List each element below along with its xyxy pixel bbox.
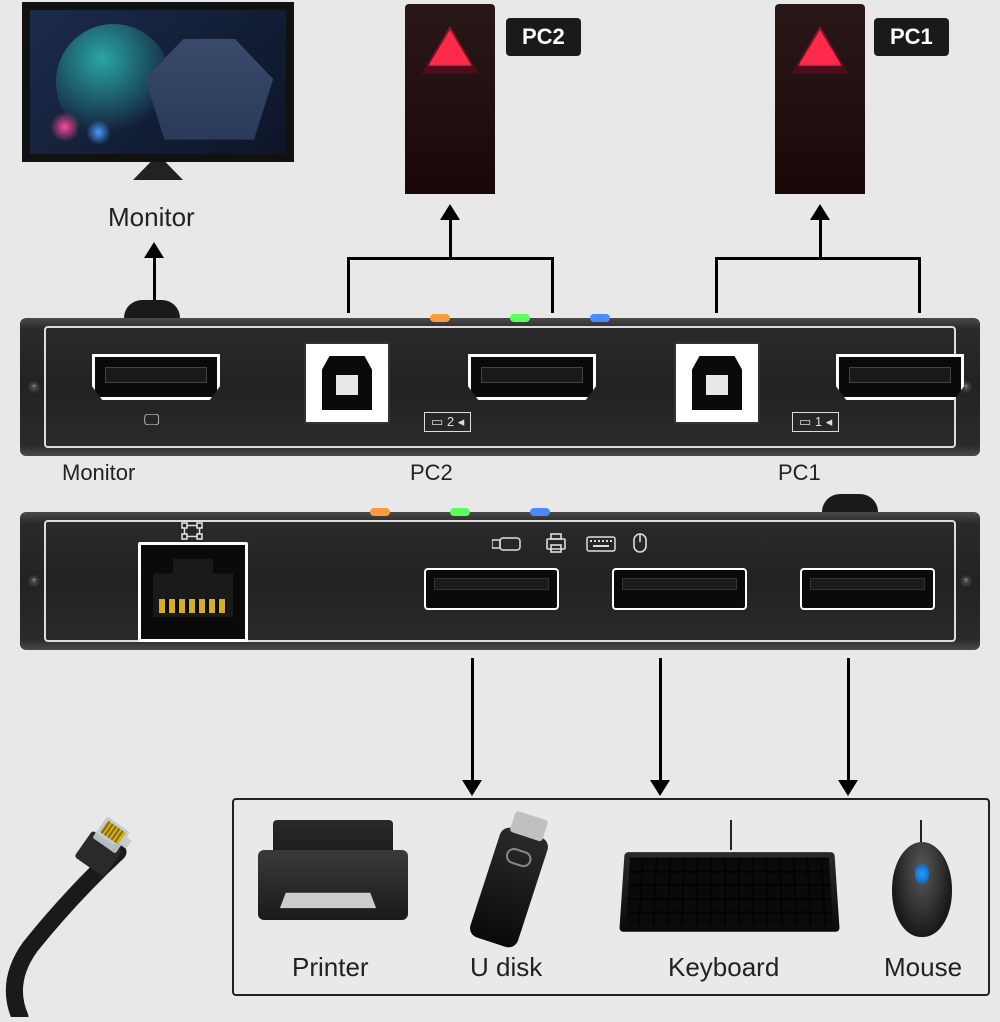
port-hdmi-pc1 bbox=[836, 354, 964, 400]
monitor-stand bbox=[133, 162, 183, 180]
kvm-panel-rear: 🖵 ▭ 2 ◂ ▭ 1 ◂ bbox=[20, 318, 980, 456]
sublabel-pc1: PC1 bbox=[778, 460, 821, 486]
led-blue bbox=[530, 508, 550, 516]
pc2-mini-icon: ▭ 2 ◂ bbox=[424, 412, 471, 432]
pc1-tower bbox=[775, 4, 865, 194]
button-knob-top bbox=[124, 300, 180, 318]
mouse-label: Mouse bbox=[884, 952, 962, 983]
port-hdmi-monitor bbox=[92, 354, 220, 400]
keyboard-icon bbox=[586, 536, 616, 557]
led-orange bbox=[370, 508, 390, 516]
arrow-usb2-down bbox=[650, 780, 670, 796]
usb-drive-icon bbox=[492, 536, 522, 557]
mouse-icon bbox=[632, 532, 648, 559]
pc2-tower bbox=[405, 4, 495, 194]
led-blue bbox=[590, 314, 610, 322]
port-hdmi-pc2 bbox=[468, 354, 596, 400]
screw-icon bbox=[27, 380, 41, 394]
port-usba-3 bbox=[800, 568, 935, 610]
pc1-mini-icon: ▭ 1 ◂ bbox=[792, 412, 839, 432]
pc2-badge: PC2 bbox=[506, 18, 581, 56]
keyboard-label: Keyboard bbox=[668, 952, 779, 983]
screw-icon bbox=[959, 574, 973, 588]
monitor-label: Monitor bbox=[108, 202, 195, 233]
ethernet-cable bbox=[0, 782, 225, 1012]
screw-icon bbox=[27, 574, 41, 588]
printer-label: Printer bbox=[292, 952, 369, 983]
monitor-device bbox=[22, 2, 294, 182]
port-usba-1 bbox=[424, 568, 559, 610]
port-usba-2 bbox=[612, 568, 747, 610]
led-green bbox=[510, 314, 530, 322]
sublabel-monitor: Monitor bbox=[62, 460, 135, 486]
sublabel-pc2: PC2 bbox=[410, 460, 453, 486]
arrow-usb1-down bbox=[462, 780, 482, 796]
monitor-screen bbox=[22, 2, 294, 162]
printer-device bbox=[258, 820, 408, 920]
led-green bbox=[450, 508, 470, 516]
monitor-out-icon: 🖵 bbox=[144, 412, 159, 430]
keyboard-device bbox=[619, 852, 839, 932]
arrow-usb3-down bbox=[838, 780, 858, 796]
udisk-label: U disk bbox=[470, 952, 542, 983]
kvm-panel-front bbox=[20, 512, 980, 650]
led-orange bbox=[430, 314, 450, 322]
port-usbb-pc2 bbox=[304, 342, 390, 424]
port-usbb-pc1 bbox=[674, 342, 760, 424]
button-knob-bottom bbox=[822, 494, 878, 512]
mouse-device bbox=[892, 842, 952, 937]
printer-icon bbox=[544, 532, 568, 559]
pc1-badge: PC1 bbox=[874, 18, 949, 56]
port-ethernet bbox=[138, 542, 248, 642]
